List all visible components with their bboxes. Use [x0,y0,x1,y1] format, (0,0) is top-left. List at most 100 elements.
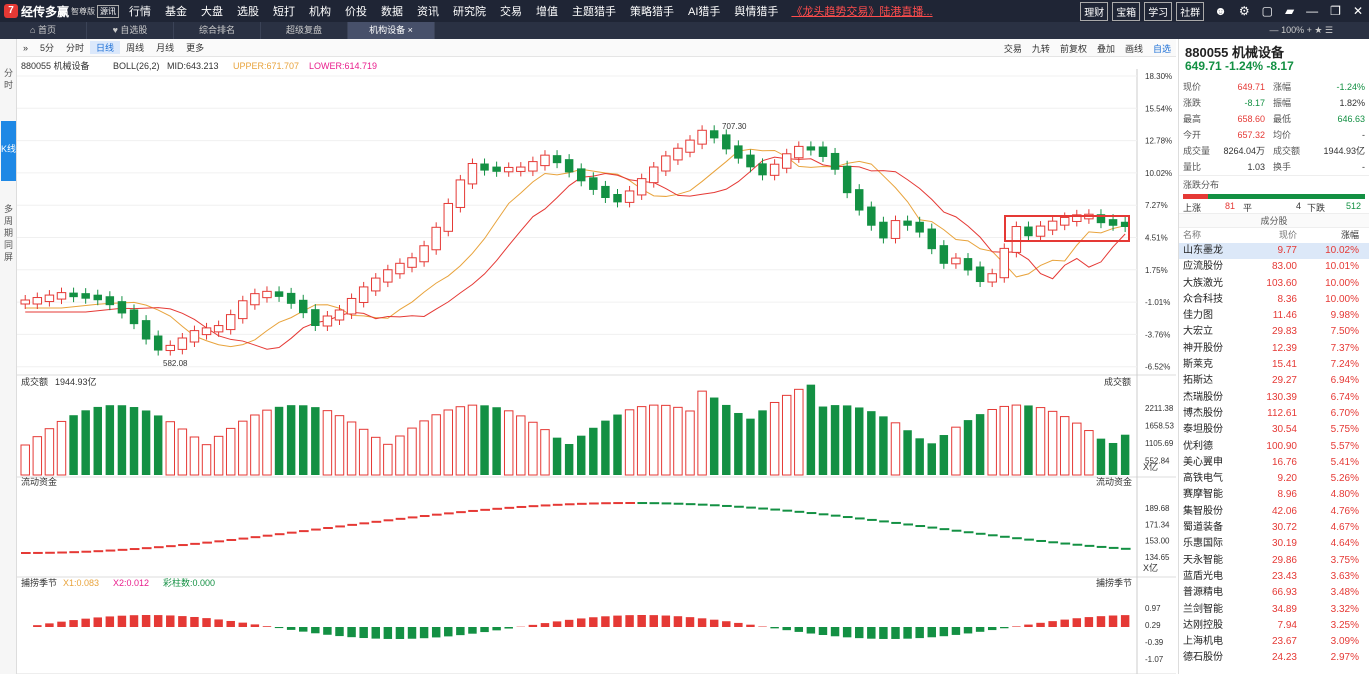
flow-mark [661,502,672,505]
constituent-row[interactable]: 杰瑞股份 130.39 6.74% [1179,390,1369,406]
constituent-price: 8.36 [1277,293,1297,305]
gear-icon[interactable]: ⚙ [1238,4,1250,18]
season-bar [262,626,272,627]
tab-ranking[interactable]: 综合排名 [174,22,261,39]
adjust-menu[interactable]: 前复权 [1059,43,1087,54]
volume-bar [334,415,345,476]
menu-item[interactable]: 行情 [129,6,151,18]
kline-chart[interactable]: 18.30% 15.54% 12.78% 10.02% 7.27% 4.51% 1.75% -… [17,57,1176,674]
constituent-row[interactable]: 神开股份 12.39 7.37% [1179,341,1369,357]
collapse-icon[interactable]: » [23,42,29,53]
period-5min[interactable]: 5分 [40,43,55,53]
period-intraday[interactable]: 分时 [66,43,85,53]
constituent-row[interactable]: 大宏立 29.83 7.50% [1179,324,1369,340]
menu-item[interactable]: 数据 [381,6,403,18]
constituent-row[interactable]: 上海机电 23.67 3.09% [1179,634,1369,650]
menu-item[interactable]: 交易 [500,6,522,18]
tab-review[interactable]: 超级复盘 [261,22,348,39]
zoom-control[interactable]: — 100% + ★ ☰ [1269,25,1333,35]
constituent-row[interactable]: 应流股份 83.00 10.01% [1179,259,1369,275]
menu-item[interactable]: 大盘 [201,6,223,18]
dist-bar-down [1208,194,1365,199]
menu-item[interactable]: 增值 [536,6,558,18]
stat-value: 658.60 [1237,114,1265,124]
menu-item[interactable]: 策略猎手 [630,6,674,18]
constituent-row[interactable]: 大族激光 103.60 10.00% [1179,276,1369,292]
minimize-icon[interactable]: — [1306,4,1319,18]
constituent-row[interactable]: 泰坦股份 30.54 5.75% [1179,422,1369,438]
constituent-row[interactable]: 德石股份 24.23 2.97% [1179,650,1369,666]
constituent-row[interactable]: 乐惠国际 30.19 4.64% [1179,536,1369,552]
nine-turn-button[interactable]: 九转 [1031,43,1050,54]
menu-item[interactable]: 资讯 [417,6,439,18]
volume-bar [358,428,369,476]
period-weekly[interactable]: 周线 [126,43,145,53]
window-icon[interactable]: ▢ [1261,4,1273,18]
period-daily[interactable]: 日线 [90,41,121,54]
constituent-row[interactable]: 达刚控股 7.94 3.25% [1179,618,1369,634]
constituent-row[interactable]: 高铁电气 9.20 5.26% [1179,471,1369,487]
volume-bar [879,416,888,475]
constituent-row[interactable]: 集智股份 42.06 4.76% [1179,504,1369,520]
close-icon[interactable]: ✕ [1352,4,1363,18]
tab-home[interactable]: ⌂ 首页 [0,22,87,39]
season-bar [552,621,562,627]
constituent-row[interactable]: 众合科技 8.36 10.00% [1179,292,1369,308]
candle-body [105,296,115,306]
menu-item[interactable]: 研究院 [453,6,486,18]
menu-item[interactable]: AI猎手 [688,6,721,18]
trade-menu[interactable]: 交易 [1003,43,1022,54]
top-button[interactable]: 学习 [1144,1,1173,21]
period-more[interactable]: 更多 [186,43,205,53]
constituent-price: 66.93 [1271,587,1297,599]
constituent-change: 4.76% [1330,505,1359,517]
constituent-row[interactable]: 蓝盾光电 23.43 3.63% [1179,569,1369,585]
header-name[interactable]: 名称 [1183,230,1202,240]
constituent-row[interactable]: 普源精电 66.93 3.48% [1179,585,1369,601]
constituent-row[interactable]: 拓斯达 29.27 6.94% [1179,373,1369,389]
promo-link[interactable]: 《龙头趋势交易》陆港直播... [791,6,933,18]
indicator-name[interactable]: BOLL(26,2) [113,61,160,71]
header-price[interactable]: 现价 [1278,230,1297,240]
left-tab-intraday[interactable]: 分时 [3,68,13,90]
constituent-row[interactable]: 赛摩智能 8.96 4.80% [1179,487,1369,503]
app-logo[interactable]: 7 经传多赢 智尊版 源讯 [0,3,122,20]
left-tab-multiperiod[interactable]: 多周期同屏 [3,204,13,262]
menu-item[interactable]: 机构 [309,6,331,18]
period-monthly[interactable]: 月线 [156,43,175,53]
shirt-icon[interactable]: ▰ [1284,4,1295,18]
tab-machinery[interactable]: 机构设备 × [348,22,435,39]
menu-item[interactable]: 价投 [345,6,367,18]
constituent-row[interactable]: 天永智能 29.86 3.75% [1179,553,1369,569]
top-button[interactable]: 理财 [1080,1,1109,21]
constituent-row[interactable]: 兰剑智能 34.89 3.32% [1179,602,1369,618]
left-tab-kline[interactable]: K线 [1,121,16,181]
flow-mark [939,528,950,531]
add-watchlist-button[interactable]: 自选 [1152,43,1171,54]
top-button[interactable]: 社群 [1176,1,1205,21]
candle-body [383,269,393,283]
menu-item[interactable]: 舆情猎手 [734,6,779,18]
user-icon[interactable]: ☻ [1214,4,1227,18]
header-change[interactable]: 涨幅 [1340,230,1359,240]
tab-watchlist[interactable]: ♥ 自选股 [87,22,174,39]
constituent-row[interactable]: 山东墨龙 9.77 10.02% [1179,243,1369,260]
season-bar [492,627,501,631]
menu-item[interactable]: 主题猎手 [572,6,616,18]
flow-mark [262,534,273,537]
menu-item[interactable]: 短打 [273,6,295,18]
season-bar [891,627,900,639]
constituent-row[interactable]: 美心翼申 16.76 5.41% [1179,455,1369,471]
constituent-row[interactable]: 佳力图 11.46 9.98% [1179,308,1369,324]
constituent-row[interactable]: 斯莱克 15.41 7.24% [1179,357,1369,373]
draw-button[interactable]: 画线 [1124,43,1143,54]
overlay-menu[interactable]: 叠加 [1096,43,1115,54]
constituent-row[interactable]: 博杰股份 112.61 6.70% [1179,406,1369,422]
top-button[interactable]: 宝箱 [1112,1,1141,21]
candle-body [589,177,598,190]
menu-item[interactable]: 选股 [237,6,259,18]
constituent-row[interactable]: 蜀道装备 30.72 4.67% [1179,520,1369,536]
restore-icon[interactable]: ❐ [1330,4,1341,18]
constituent-row[interactable]: 优利德 100.90 5.57% [1179,439,1369,455]
menu-item[interactable]: 基金 [165,6,187,18]
